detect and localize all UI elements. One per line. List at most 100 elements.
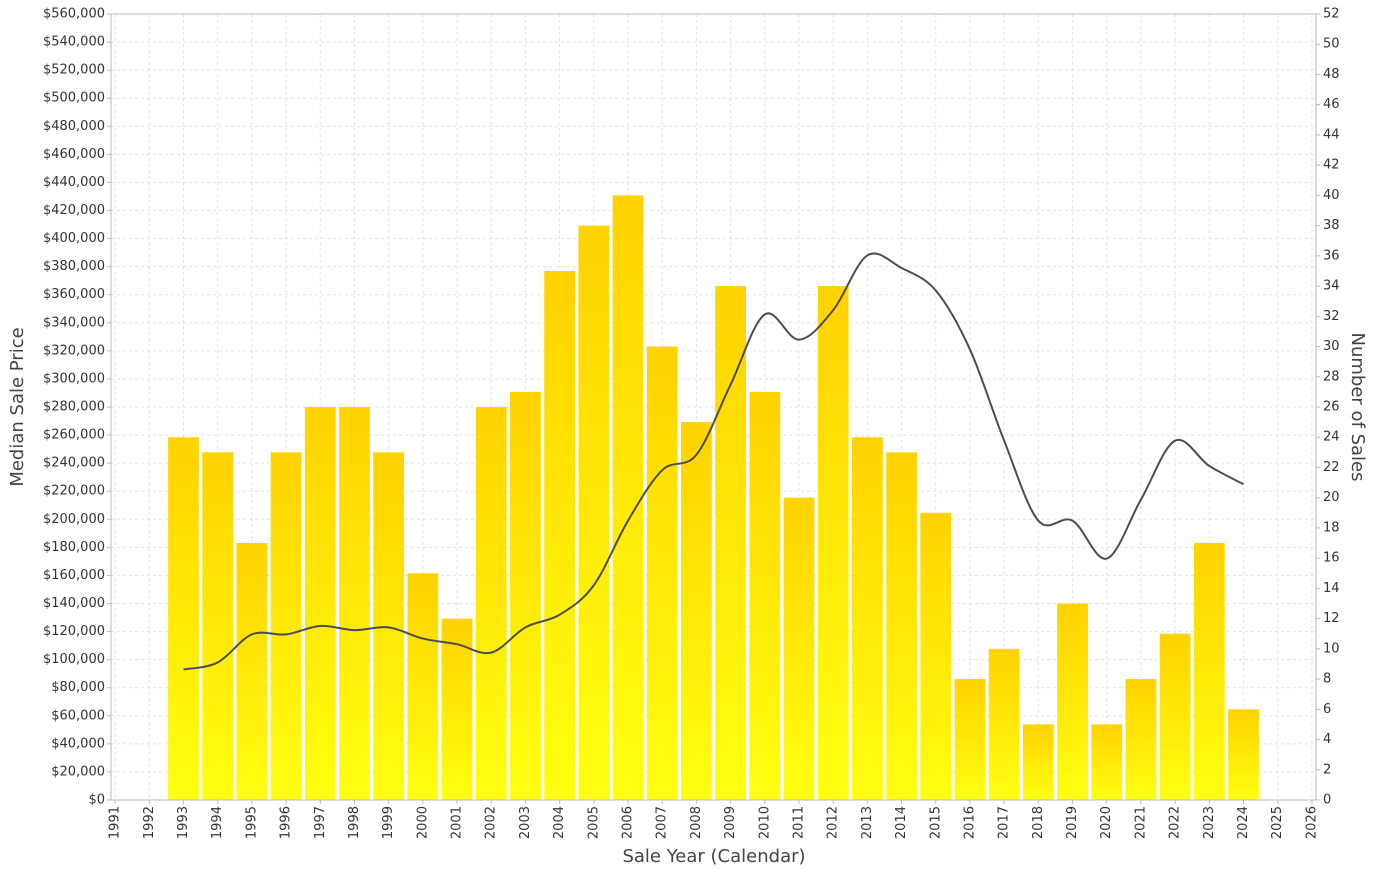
x-tick-label: 1998: [347, 806, 362, 839]
bar: [886, 452, 917, 800]
y-tick-label: $280,000: [43, 400, 105, 415]
x-tick-label: 1997: [313, 806, 328, 839]
x-axis-title: Sale Year (Calendar): [622, 846, 805, 867]
bar: [954, 679, 986, 800]
x-tick-label: 1991: [108, 806, 123, 839]
x-tick-label: 2010: [757, 806, 772, 839]
y-tick-label: $520,000: [43, 63, 105, 78]
x-tick-label: 2013: [860, 806, 875, 839]
y-tick-label: $380,000: [43, 259, 105, 274]
y-tick-label: $20,000: [51, 764, 105, 779]
x-tick-label: 2020: [1099, 806, 1114, 839]
y-tick-label: $420,000: [43, 203, 105, 218]
bar: [475, 407, 507, 800]
y2-tick-label: 20: [1323, 490, 1340, 505]
x-tick-label: 1993: [176, 806, 191, 839]
bar: [749, 391, 781, 800]
y2-tick-label: 14: [1323, 581, 1340, 596]
y2-tick-label: 4: [1323, 732, 1331, 747]
y2-tick-label: 50: [1323, 37, 1340, 52]
x-tick-label: 2001: [450, 806, 465, 839]
y-axis-title: Median Sale Price: [7, 327, 28, 486]
bar: [920, 512, 952, 800]
y-tick-label: $340,000: [43, 315, 105, 330]
bar: [1057, 603, 1088, 800]
y2-tick-label: 36: [1323, 248, 1340, 263]
y-tick-label: $440,000: [43, 175, 105, 190]
x-tick-label: 2011: [791, 806, 806, 839]
x-tick-label: 2024: [1236, 806, 1251, 839]
y-tick-label: $360,000: [43, 287, 105, 302]
x-tick-label: 2008: [689, 806, 704, 839]
y-tick-label: $0: [88, 793, 105, 808]
x-tick-label: 1992: [142, 806, 157, 839]
bar: [646, 346, 678, 800]
y2-tick-label: 18: [1323, 520, 1340, 535]
bar: [1228, 709, 1259, 800]
x-tick-label: 2009: [723, 806, 738, 839]
bar: [202, 452, 234, 800]
y2-tick-label: 24: [1323, 430, 1340, 445]
y2-tick-label: 0: [1323, 793, 1331, 808]
x-tick-label: 2026: [1304, 806, 1319, 839]
bar: [304, 407, 336, 800]
y2-tick-label: 34: [1323, 279, 1340, 294]
y-tick-label: $80,000: [51, 680, 105, 695]
bar: [373, 452, 405, 800]
x-tick-label: 2022: [1168, 806, 1183, 839]
bar: [715, 286, 746, 801]
bar: [1159, 633, 1191, 800]
x-tick-label: 2025: [1270, 806, 1285, 839]
x-tick-label: 2018: [1031, 806, 1046, 839]
bar: [1193, 543, 1225, 800]
bar: [851, 437, 883, 800]
x-tick-label: 2019: [1065, 806, 1080, 839]
y-tick-label: $140,000: [43, 596, 105, 611]
y-tick-label: $160,000: [43, 568, 105, 583]
y2-tick-label: 46: [1323, 97, 1340, 112]
x-tick-label: 2015: [928, 806, 943, 839]
x-tick-label: 1999: [381, 806, 396, 839]
x-tick-label: 2016: [962, 806, 977, 839]
y2-tick-label: 26: [1323, 400, 1340, 415]
y2-tick-label: 44: [1323, 127, 1340, 142]
bar: [612, 195, 644, 800]
y2-tick-label: 28: [1323, 369, 1340, 384]
bar: [544, 270, 576, 800]
bar: [407, 573, 439, 800]
y-tick-label: $240,000: [43, 456, 105, 471]
y-tick-label: $220,000: [43, 484, 105, 499]
y-tick-label: $40,000: [51, 736, 105, 751]
y2-tick-label: 52: [1323, 7, 1340, 22]
y-tick-label: $560,000: [43, 7, 105, 22]
y-tick-label: $200,000: [43, 512, 105, 527]
x-tick-label: 2017: [997, 806, 1012, 839]
y2-tick-label: 40: [1323, 188, 1340, 203]
bar: [783, 497, 815, 800]
x-tick-label: 2007: [655, 806, 670, 839]
y2-tick-label: 16: [1323, 551, 1340, 566]
bar: [988, 648, 1020, 800]
x-tick-label: 2012: [826, 806, 841, 839]
y-tick-label: $120,000: [43, 624, 105, 639]
bar: [236, 543, 268, 800]
bar: [441, 618, 473, 800]
y-tick-label: $100,000: [43, 652, 105, 667]
bar: [339, 407, 370, 800]
x-tick-label: 2003: [518, 806, 533, 839]
bar: [168, 437, 199, 800]
x-tick-label: 1996: [279, 806, 294, 839]
bar: [578, 225, 610, 801]
x-tick-label: 2006: [621, 806, 636, 839]
y2-tick-label: 8: [1323, 672, 1331, 687]
y2-tick-label: 12: [1323, 611, 1340, 626]
y-tick-label: $300,000: [43, 371, 105, 386]
x-tick-label: 2021: [1133, 806, 1148, 839]
y2-tick-label: 2: [1323, 762, 1331, 777]
y2-axis-title: Number of Sales: [1347, 332, 1368, 481]
x-tick-label: 2005: [586, 806, 601, 839]
y-tick-label: $460,000: [43, 147, 105, 162]
lines: [183, 252, 1244, 671]
bars: [168, 195, 1259, 801]
